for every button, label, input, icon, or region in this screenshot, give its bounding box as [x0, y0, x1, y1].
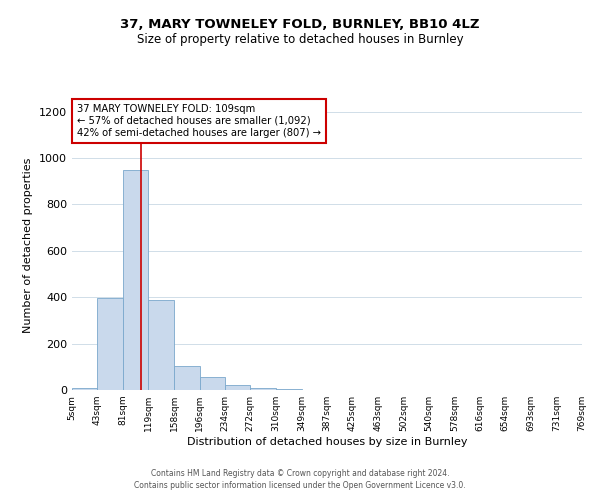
Bar	[250, 388, 275, 390]
X-axis label: Distribution of detached houses by size in Burnley: Distribution of detached houses by size …	[187, 437, 467, 447]
Bar	[199, 377, 225, 390]
Text: Contains HM Land Registry data © Crown copyright and database right 2024.
Contai: Contains HM Land Registry data © Crown c…	[134, 468, 466, 490]
Text: Size of property relative to detached houses in Burnley: Size of property relative to detached ho…	[137, 32, 463, 46]
Text: 37 MARY TOWNELEY FOLD: 109sqm
← 57% of detached houses are smaller (1,092)
42% o: 37 MARY TOWNELEY FOLD: 109sqm ← 57% of d…	[77, 104, 321, 138]
Text: 37, MARY TOWNELEY FOLD, BURNLEY, BB10 4LZ: 37, MARY TOWNELEY FOLD, BURNLEY, BB10 4L…	[120, 18, 480, 30]
Bar	[97, 298, 123, 390]
Bar	[225, 385, 250, 390]
Bar	[174, 366, 200, 390]
Bar	[148, 300, 174, 390]
Y-axis label: Number of detached properties: Number of detached properties	[23, 158, 34, 332]
Bar	[123, 170, 148, 390]
Bar	[72, 388, 97, 390]
